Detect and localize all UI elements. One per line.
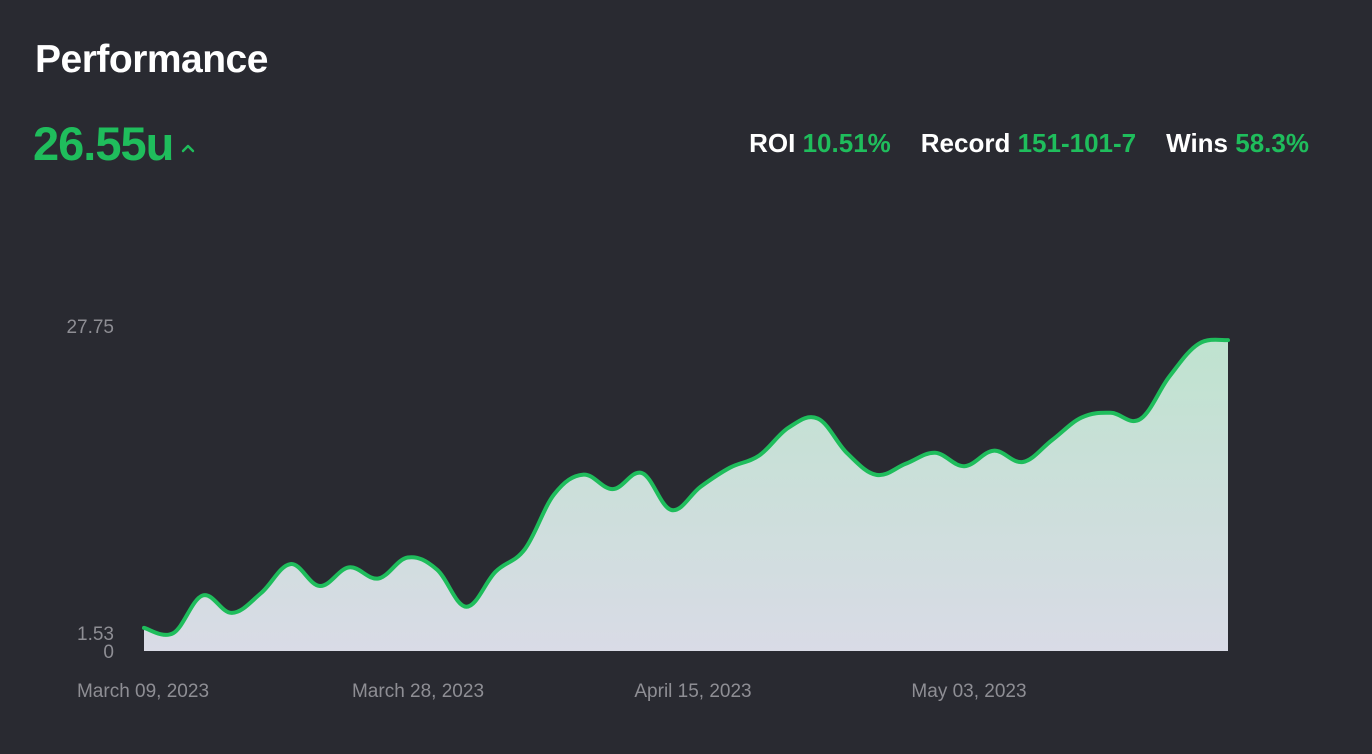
series-line (142, 337, 1230, 637)
data-point[interactable] (870, 469, 882, 481)
data-point[interactable] (519, 543, 531, 555)
data-point[interactable] (1222, 334, 1234, 346)
x-tick-label: March 09, 2023 (77, 681, 209, 702)
total-units-value: 26.55u (33, 117, 174, 170)
data-point[interactable] (1134, 413, 1146, 425)
data-point[interactable] (1046, 434, 1058, 446)
data-point[interactable] (724, 462, 736, 474)
stat-wins-label: Wins (1166, 128, 1229, 158)
data-point[interactable] (1193, 338, 1205, 350)
data-point[interactable] (431, 564, 443, 576)
stat-wins-value: 58.3% (1235, 128, 1309, 158)
data-point[interactable] (1017, 456, 1029, 468)
data-point[interactable] (314, 580, 326, 592)
data-point[interactable] (490, 566, 502, 578)
data-point[interactable] (695, 481, 707, 493)
series-area (144, 339, 1228, 651)
data-point[interactable] (167, 627, 179, 639)
y-tick-label: 1.53 (77, 624, 114, 645)
data-point[interactable] (958, 460, 970, 472)
stat-wins: Wins 58.3% (1166, 128, 1309, 159)
chevron-up-icon (182, 144, 195, 152)
x-tick-label: March 28, 2023 (352, 681, 484, 702)
y-axis: 27.75 1.530 (66, 317, 114, 663)
data-point[interactable] (284, 558, 296, 570)
stats-bar: ROI 10.51% Record 151-101-7 Wins 58.3% (749, 128, 1309, 159)
data-point[interactable] (929, 447, 941, 459)
data-point[interactable] (548, 488, 560, 500)
stat-record-label: Record (920, 128, 1011, 158)
data-point[interactable] (812, 413, 824, 425)
data-point[interactable] (197, 589, 209, 601)
data-point[interactable] (607, 483, 619, 495)
stat-roi: ROI 10.51% (749, 128, 891, 159)
page-title: Performance (35, 38, 268, 81)
data-point[interactable] (753, 450, 765, 462)
x-tick-label: May 03, 2023 (911, 681, 1026, 702)
total-units: 26.55u (33, 116, 196, 171)
stat-record: Record 151-101-7 (921, 128, 1136, 159)
data-point[interactable] (988, 445, 1000, 457)
data-point[interactable] (138, 622, 150, 634)
data-point[interactable] (783, 422, 795, 434)
data-point[interactable] (343, 561, 355, 573)
data-point[interactable] (1105, 407, 1117, 419)
y-tick-label: 27.75 (66, 317, 114, 338)
data-point[interactable] (255, 587, 267, 599)
data-point[interactable] (841, 447, 853, 459)
data-point[interactable] (900, 458, 912, 470)
x-tick-label: April 15, 2023 (634, 681, 751, 702)
data-point[interactable] (372, 573, 384, 585)
stat-roi-value: 10.51% (802, 128, 891, 158)
stat-roi-label: ROI (749, 128, 796, 158)
data-point[interactable] (460, 601, 472, 613)
chart-plot (138, 334, 1234, 651)
stat-record-value: 151-101-7 (1017, 128, 1137, 158)
data-point[interactable] (665, 504, 677, 516)
data-point[interactable] (636, 467, 648, 479)
data-point[interactable] (1163, 370, 1175, 382)
data-point[interactable] (577, 469, 589, 481)
data-point[interactable] (1076, 412, 1088, 424)
y-tick-label: 0 (103, 642, 114, 663)
data-point[interactable] (226, 607, 238, 619)
x-axis: March 09, 2023 March 28, 2023 April 15, 20… (77, 681, 1027, 702)
data-point[interactable] (402, 552, 414, 564)
